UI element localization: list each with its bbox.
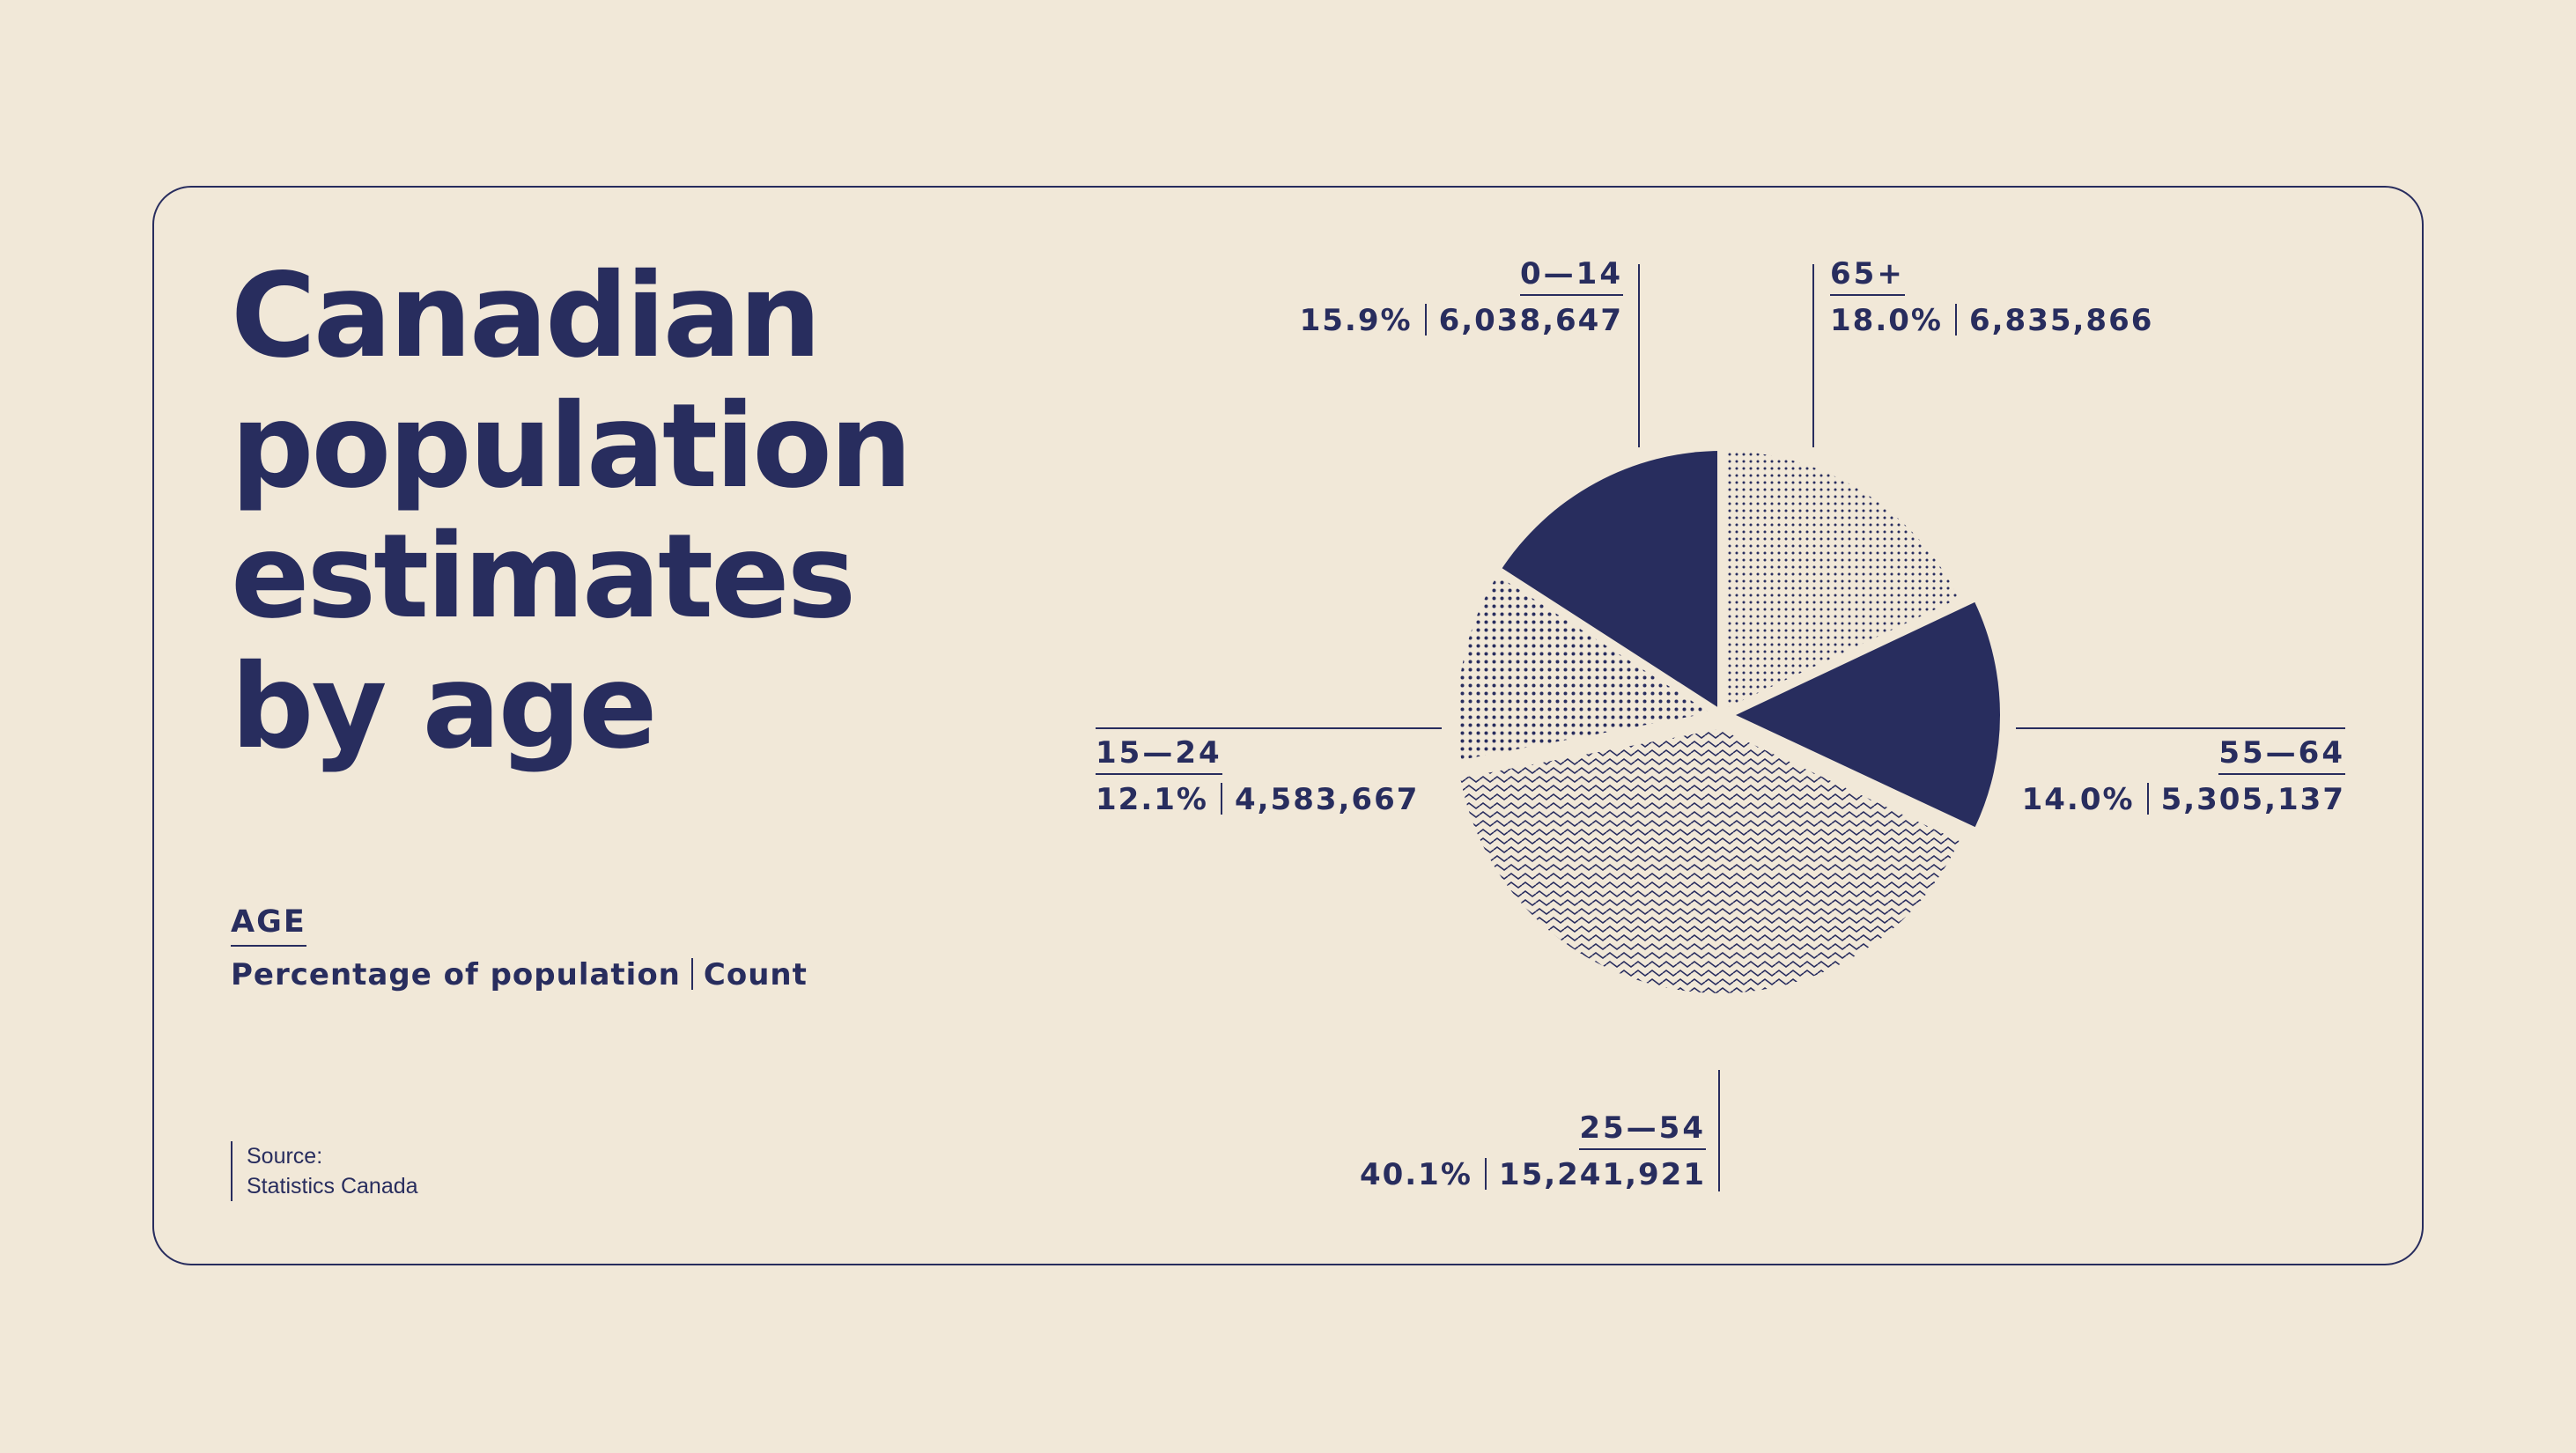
slice-name: 0—14 — [1520, 255, 1623, 296]
slice-name: 15—24 — [1096, 734, 1222, 775]
slice-values: 12.1% 4,583,667 — [1096, 780, 1419, 819]
pie-slice-25-54 — [1460, 728, 1960, 993]
legend-key-percent-label: Percentage of population — [231, 957, 681, 992]
slice-name: 55—64 — [2218, 734, 2345, 775]
leader-line-25-54 — [1718, 1070, 1720, 1191]
slice-count: 15,241,921 — [1498, 1157, 1706, 1192]
slice-label-15-24: 15—24 12.1% 4,583,667 — [1096, 734, 1419, 819]
slice-count: 6,835,866 — [1968, 303, 2154, 338]
source-note: Source: Statistics Canada — [231, 1141, 418, 1201]
slice-values: 15.9% 6,038,647 — [1300, 301, 1623, 340]
value-separator — [1484, 1158, 1487, 1190]
chart-card — [152, 186, 2424, 1265]
slice-name: 25—54 — [1579, 1110, 1706, 1150]
source-label: Source: — [247, 1144, 323, 1169]
title-line: population — [231, 379, 912, 514]
title-line: estimates — [231, 509, 856, 645]
slice-percent: 15.9% — [1299, 303, 1413, 338]
slice-percent: 18.0% — [1830, 303, 1943, 338]
pie-slices — [1443, 433, 2000, 993]
pie-slice-0-14 — [1499, 451, 1722, 715]
leader-line-0-14 — [1638, 264, 1640, 447]
pie-slice-55-64 — [1736, 601, 2000, 828]
title-line: by age — [231, 639, 658, 775]
legend-key-separator — [690, 958, 693, 990]
slice-values: 40.1% 15,241,921 — [1360, 1155, 1706, 1194]
legend-key-description: Percentage of population Count — [231, 955, 808, 994]
slice-values: 14.0% 5,305,137 — [2022, 780, 2345, 819]
legend-key-count-label: Count — [703, 957, 808, 992]
slice-gap — [1719, 711, 1979, 839]
pie-slice-15-24 — [1457, 572, 1722, 764]
leader-line-65-plus — [1812, 264, 1814, 447]
slice-count: 4,583,667 — [1234, 782, 1420, 817]
value-separator — [2146, 783, 2149, 815]
legend-key-heading: AGE — [231, 903, 306, 947]
slice-gap — [1482, 558, 1724, 719]
value-separator — [1954, 304, 1957, 336]
slice-count: 6,038,647 — [1438, 303, 1623, 338]
slice-gap — [1719, 590, 1979, 719]
pie-slice-65 — [1722, 451, 1961, 715]
title-line: Canadian — [231, 248, 822, 384]
slice-percent: 40.1% — [1359, 1157, 1473, 1192]
slice-label-55-64: 55—64 14.0% 5,305,137 — [2022, 734, 2345, 819]
leader-line-55-64 — [2016, 727, 2345, 729]
slice-gap — [1443, 711, 1723, 772]
slice-label-65-plus: 65+ 18.0% 6,835,866 — [1830, 255, 2153, 340]
slice-count: 5,305,137 — [2160, 782, 2345, 817]
slice-values: 18.0% 6,835,866 — [1830, 301, 2153, 340]
slice-label-0-14: 0—14 15.9% 6,038,647 — [1300, 255, 1623, 340]
slice-percent: 14.0% — [2021, 782, 2135, 817]
value-separator — [1424, 304, 1427, 336]
value-separator — [1220, 783, 1222, 815]
slice-name: 65+ — [1830, 255, 1905, 296]
legend-key: AGE Percentage of population Count — [231, 903, 808, 994]
slice-label-25-54: 25—54 40.1% 15,241,921 — [1360, 1110, 1706, 1194]
chart-title: Canadian population estimates by age — [231, 251, 1023, 772]
slice-percent: 12.1% — [1096, 782, 1208, 817]
leader-line-15-24 — [1096, 727, 1442, 729]
source-name: Statistics Canada — [247, 1174, 418, 1199]
